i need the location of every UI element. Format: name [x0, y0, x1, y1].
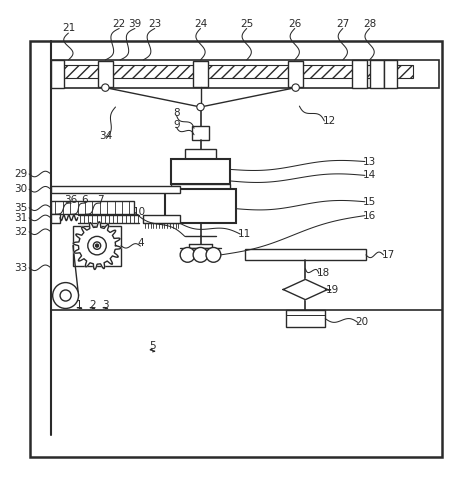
- Text: 6: 6: [82, 195, 88, 205]
- Text: 32: 32: [14, 227, 27, 237]
- Bar: [185, 148, 216, 159]
- Bar: [288, 61, 303, 87]
- Text: 24: 24: [194, 19, 207, 29]
- Bar: [73, 226, 121, 266]
- Bar: [384, 60, 397, 88]
- Text: 16: 16: [363, 211, 376, 221]
- Bar: [286, 310, 325, 327]
- Text: 29: 29: [14, 169, 27, 179]
- Text: 4: 4: [137, 238, 144, 248]
- Polygon shape: [283, 280, 328, 300]
- Bar: [51, 214, 60, 223]
- Text: 18: 18: [317, 268, 330, 278]
- Bar: [30, 41, 442, 457]
- Polygon shape: [73, 222, 121, 269]
- Text: 36: 36: [65, 195, 78, 205]
- Text: 22: 22: [113, 19, 126, 29]
- Text: 7: 7: [97, 195, 104, 205]
- Text: 21: 21: [62, 24, 75, 33]
- Text: 2: 2: [89, 300, 96, 310]
- Text: 17: 17: [382, 250, 395, 260]
- Text: 34: 34: [100, 131, 113, 141]
- Circle shape: [206, 247, 221, 262]
- Bar: [245, 249, 366, 260]
- Text: 12: 12: [322, 116, 335, 126]
- Bar: [193, 61, 208, 87]
- Text: 10: 10: [133, 207, 146, 217]
- Bar: [51, 60, 64, 88]
- Circle shape: [197, 103, 204, 111]
- Bar: [143, 215, 180, 224]
- Circle shape: [193, 247, 208, 262]
- Bar: [352, 60, 367, 88]
- Circle shape: [292, 84, 299, 91]
- Text: 8: 8: [173, 107, 180, 118]
- Text: 26: 26: [288, 19, 301, 29]
- Text: 15: 15: [363, 197, 376, 207]
- Text: 33: 33: [14, 263, 27, 273]
- Circle shape: [96, 244, 98, 247]
- Bar: [51, 60, 439, 88]
- Text: 30: 30: [14, 184, 27, 194]
- Text: 1: 1: [76, 300, 83, 310]
- Text: 3: 3: [102, 300, 109, 310]
- Text: 14: 14: [363, 171, 376, 180]
- Text: 25: 25: [240, 19, 253, 29]
- Bar: [171, 184, 230, 189]
- Circle shape: [53, 282, 79, 308]
- Bar: [370, 60, 384, 88]
- Bar: [165, 189, 236, 224]
- Text: 13: 13: [363, 157, 376, 167]
- Text: 20: 20: [356, 317, 369, 327]
- Circle shape: [102, 84, 109, 91]
- Text: 9: 9: [173, 120, 180, 130]
- Text: 27: 27: [336, 19, 349, 29]
- Text: 39: 39: [128, 19, 141, 29]
- Bar: [51, 186, 180, 193]
- Text: 11: 11: [238, 229, 251, 239]
- Circle shape: [88, 236, 106, 255]
- Text: 5: 5: [149, 341, 156, 351]
- Bar: [192, 125, 209, 140]
- Text: 19: 19: [326, 285, 339, 295]
- Text: 23: 23: [148, 19, 161, 29]
- Circle shape: [93, 242, 101, 249]
- Text: 35: 35: [14, 203, 27, 213]
- Circle shape: [180, 247, 195, 262]
- Text: 31: 31: [14, 213, 27, 223]
- Bar: [62, 65, 413, 79]
- Bar: [171, 159, 230, 184]
- Circle shape: [60, 290, 71, 301]
- Bar: [51, 201, 134, 214]
- Bar: [98, 61, 113, 87]
- Text: 28: 28: [363, 19, 376, 29]
